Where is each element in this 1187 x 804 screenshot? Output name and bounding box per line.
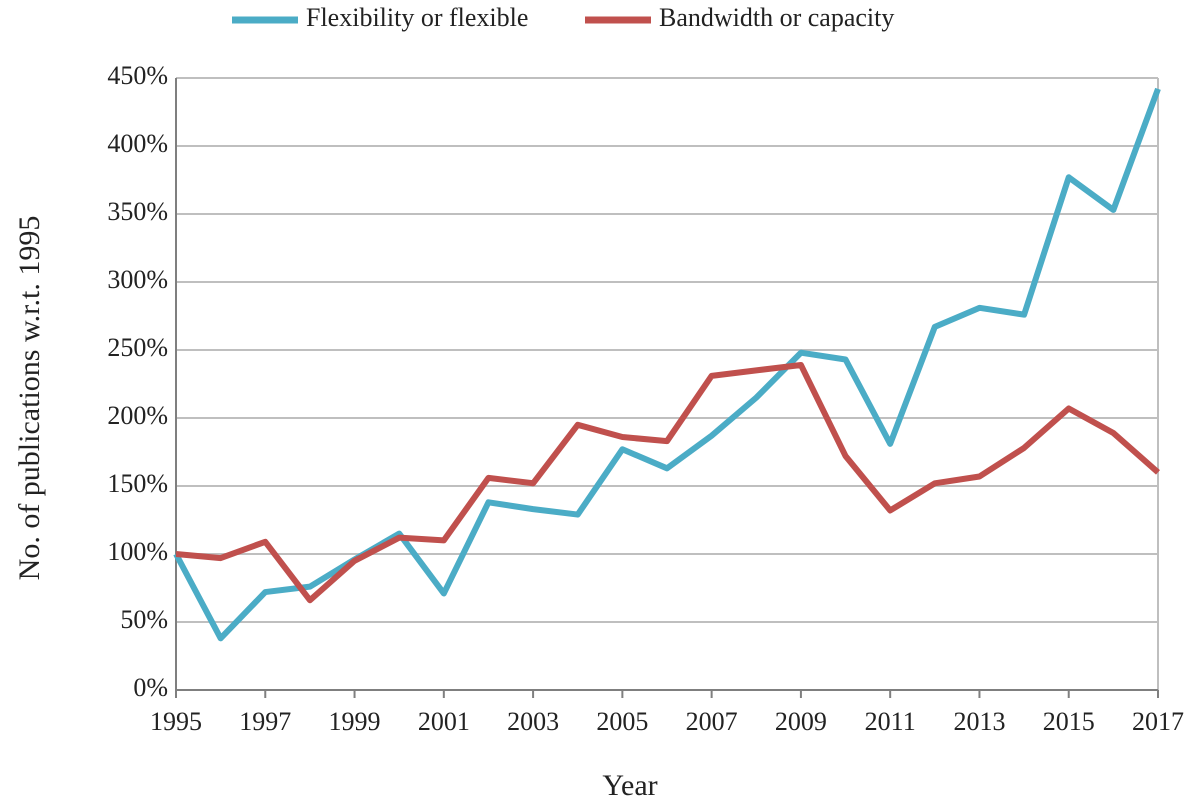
- x-axis-label: Year: [602, 769, 657, 802]
- x-tick-label: 2013: [953, 707, 1005, 736]
- y-axis-label: No. of publications w.r.t. 1995: [13, 216, 46, 581]
- x-tick-label: 2007: [686, 707, 738, 736]
- line-series: [175, 361, 1160, 604]
- x-tick-label: 2009: [775, 707, 827, 736]
- legend-label: Flexibility or flexible: [306, 3, 528, 32]
- y-tick-label: 150%: [107, 469, 168, 498]
- y-tick-label: 250%: [107, 333, 168, 362]
- x-tick-label: 1995: [150, 707, 202, 736]
- x-tick-label: 2001: [418, 707, 470, 736]
- y-tick-label: 50%: [120, 605, 168, 634]
- y-tick-label: 300%: [107, 265, 168, 294]
- x-tick-label: 1999: [329, 707, 381, 736]
- y-tick-label: 100%: [107, 537, 168, 566]
- x-tick-label: 2005: [596, 707, 648, 736]
- x-tick-label: 1997: [239, 707, 291, 736]
- x-tick-label: 2015: [1043, 707, 1095, 736]
- x-tick-label: 2017: [1132, 707, 1184, 736]
- y-tick-label: 350%: [107, 197, 168, 226]
- line-series: [173, 87, 1161, 642]
- y-tick-label: 200%: [107, 401, 168, 430]
- y-tick-label: 400%: [107, 129, 168, 158]
- y-tick-label: 0%: [133, 673, 168, 702]
- legend-label: Bandwidth or capacity: [659, 3, 894, 32]
- x-tick-label: 2011: [865, 707, 916, 736]
- x-tick-label: 2003: [507, 707, 559, 736]
- y-tick-label: 450%: [107, 61, 168, 90]
